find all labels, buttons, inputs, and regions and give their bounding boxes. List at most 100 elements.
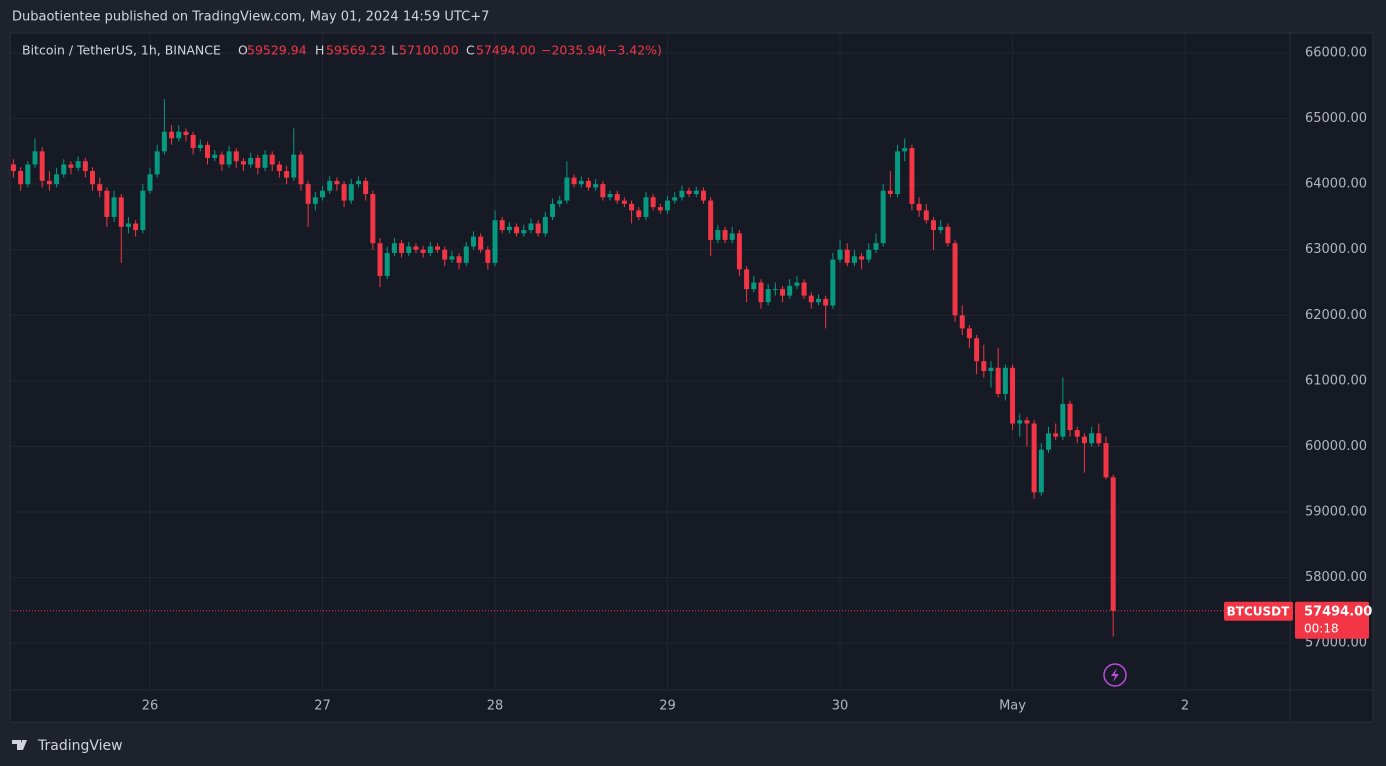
- y-tick-label: 65000.00: [1305, 111, 1367, 126]
- candle-body: [68, 164, 74, 168]
- chart-panel: [9, 32, 1374, 723]
- candle-body: [650, 197, 656, 208]
- candle-body: [736, 233, 742, 270]
- candle-body: [672, 197, 678, 201]
- candle-body: [887, 190, 893, 194]
- y-tick-label: 60000.00: [1305, 439, 1367, 454]
- candle-body: [485, 249, 491, 263]
- candle-body: [190, 134, 196, 149]
- candle-body: [54, 174, 60, 185]
- candle-body: [506, 226, 512, 231]
- candle-body: [1110, 477, 1116, 611]
- y-tick-label: 66000.00: [1305, 46, 1367, 61]
- candle-body: [1067, 403, 1073, 431]
- candle-body: [902, 148, 908, 152]
- symbol-tag: [1224, 601, 1293, 621]
- candle-body: [844, 249, 850, 263]
- candle-body: [1081, 436, 1087, 444]
- candle-body: [327, 180, 333, 191]
- candle-body: [808, 295, 814, 303]
- legend-change: −2035.94: [541, 43, 603, 58]
- y-tick-label: 59000.00: [1305, 505, 1367, 520]
- candle-body: [564, 177, 570, 201]
- candle-body: [571, 177, 577, 185]
- candle-body: [880, 190, 886, 244]
- x-tick-label: 30: [832, 699, 849, 714]
- legend-value: 57100.00: [399, 43, 459, 58]
- candle-body: [895, 151, 901, 194]
- candle-body: [470, 236, 476, 247]
- candle-body: [377, 243, 383, 276]
- candle-body: [550, 203, 556, 217]
- icon-ring[interactable]: [1103, 663, 1127, 687]
- candle-body: [952, 243, 958, 316]
- candle-body: [18, 171, 24, 185]
- candle-body: [657, 207, 663, 211]
- candle-body: [715, 230, 721, 240]
- candle-body: [801, 282, 807, 296]
- candle-body: [104, 190, 110, 217]
- candle-body: [751, 282, 757, 290]
- y-tick-label: 63000.00: [1305, 242, 1367, 257]
- candle-body: [111, 197, 117, 217]
- candle-body: [435, 246, 441, 250]
- candle-body: [514, 226, 520, 234]
- candle-body: [82, 161, 88, 172]
- candle-body: [291, 154, 297, 178]
- candle-body: [370, 194, 376, 244]
- candle-body: [959, 315, 965, 329]
- candle-body: [341, 184, 347, 201]
- candle-body: [46, 180, 52, 185]
- legend-value: 59569.23: [326, 43, 386, 58]
- candle-body: [212, 154, 218, 158]
- candle-body: [614, 194, 620, 201]
- candle-body: [391, 243, 397, 254]
- brand: TradingView: [37, 738, 123, 754]
- candle-body: [1045, 433, 1051, 450]
- lightning-icon[interactable]: [1103, 663, 1127, 687]
- candle-body: [305, 184, 311, 204]
- candle-body: [1031, 423, 1037, 493]
- candle-body: [233, 151, 239, 162]
- candle-body: [1053, 433, 1059, 437]
- candle-body: [427, 246, 433, 254]
- candle-body: [219, 154, 225, 165]
- candle-body: [456, 256, 462, 263]
- candle-body: [1103, 443, 1109, 478]
- logo-icon: [12, 740, 27, 750]
- candle-body: [75, 161, 81, 168]
- candle-body: [535, 223, 541, 234]
- candle-body: [197, 144, 203, 149]
- price-label: 57494.00: [1304, 604, 1372, 619]
- candle-body: [772, 289, 778, 291]
- candle-body: [399, 243, 405, 254]
- candle-body: [542, 216, 548, 234]
- candle-body: [643, 197, 649, 217]
- candle-body: [463, 246, 469, 263]
- candle-body: [621, 200, 627, 204]
- candle-body: [125, 223, 131, 227]
- candle-body: [154, 151, 160, 175]
- candle-body: [851, 256, 857, 263]
- candle-body: [1074, 430, 1080, 437]
- candle-body: [1096, 433, 1102, 444]
- candle-body: [866, 249, 872, 260]
- candle-body: [97, 184, 103, 191]
- candle-body: [787, 285, 793, 296]
- icon-bolt[interactable]: [1111, 668, 1119, 682]
- candle-body: [966, 328, 972, 339]
- countdown: 00:18: [1304, 621, 1339, 635]
- candle-body: [873, 243, 879, 250]
- candle-body: [240, 161, 246, 165]
- candle-body: [758, 282, 764, 303]
- candle-body: [528, 223, 534, 231]
- candle-body: [334, 180, 340, 185]
- candle-body: [815, 298, 821, 303]
- candle-body: [923, 210, 929, 221]
- candle-body: [780, 289, 786, 296]
- candles: [10, 98, 1290, 637]
- candle-body: [693, 190, 699, 194]
- candle-body: [1060, 403, 1066, 437]
